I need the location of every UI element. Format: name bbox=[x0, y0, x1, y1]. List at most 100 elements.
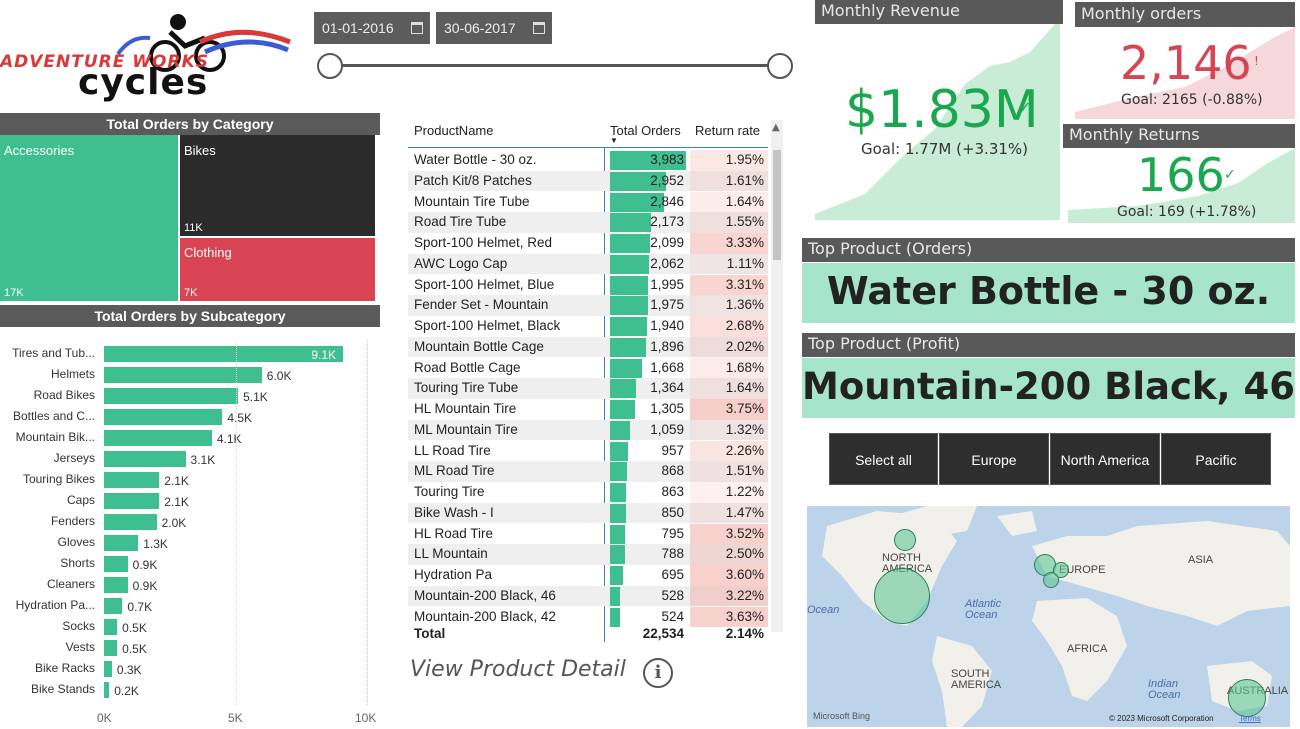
return-rate-shade bbox=[690, 606, 768, 628]
table-row[interactable]: Sport-100 Helmet, Blue 1,995 3.31% bbox=[408, 274, 768, 296]
col-header-return-rate[interactable]: Return rate bbox=[695, 123, 761, 138]
subcategory-bar[interactable] bbox=[104, 514, 157, 530]
subcategory-bar[interactable] bbox=[104, 451, 186, 467]
map-bubble-australia[interactable] bbox=[1228, 679, 1266, 717]
map-label-europe: EUROPE bbox=[1059, 564, 1106, 576]
subcategory-bar[interactable] bbox=[104, 367, 262, 383]
top-product-profit-value: Mountain-200 Black, 46 bbox=[802, 365, 1295, 408]
subcategory-bar[interactable] bbox=[104, 346, 344, 362]
subcategory-bar[interactable] bbox=[104, 682, 110, 698]
region-select-all-button[interactable]: Select all bbox=[829, 433, 938, 485]
table-row[interactable]: Mountain-200 Black, 42 524 3.63% bbox=[408, 606, 768, 628]
table-row[interactable]: Fender Set - Mountain 1,975 1.36% bbox=[408, 295, 768, 316]
table-row[interactable]: HL Road Tire 795 3.52% bbox=[408, 523, 768, 545]
orders-cell: 3,983 bbox=[650, 152, 684, 167]
table-row[interactable]: Road Tire Tube 2,173 1.55% bbox=[408, 212, 768, 233]
bar-label: Touring Bikes bbox=[22, 472, 95, 486]
subcategory-bar[interactable] bbox=[104, 388, 239, 404]
scroll-up-icon[interactable]: ▲ bbox=[772, 122, 780, 133]
table-row[interactable]: Road Bottle Cage 1,668 1.68% bbox=[408, 357, 768, 379]
map-label-south-america: SOUTH AMERICA bbox=[951, 668, 1002, 691]
subcategory-bar[interactable] bbox=[104, 472, 160, 488]
region-europe-button[interactable]: Europe bbox=[939, 433, 1049, 485]
subcategory-bar[interactable] bbox=[104, 430, 212, 446]
table-row[interactable]: ML Road Tire 868 1.51% bbox=[408, 461, 768, 482]
table-row[interactable]: ML Mountain Tire 1,059 1.32% bbox=[408, 419, 768, 441]
view-product-detail-link[interactable]: View Product Detail bbox=[410, 657, 626, 682]
check-icon: ✓ bbox=[1224, 167, 1236, 183]
map-bubble-france[interactable] bbox=[1043, 572, 1059, 588]
subcategory-bar[interactable] bbox=[104, 535, 139, 551]
orders-cell: 1,305 bbox=[650, 401, 684, 416]
orders-data-bar bbox=[610, 462, 627, 482]
region-north-america-button[interactable]: North America bbox=[1050, 433, 1160, 485]
return-rate-cell: 1.95% bbox=[725, 152, 764, 167]
table-row[interactable]: Water Bottle - 30 oz. 3,983 1.95% bbox=[408, 150, 768, 171]
table-total-row: Total 22,534 2.14% bbox=[408, 624, 768, 644]
table-row[interactable]: HL Mountain Tire 1,305 3.75% bbox=[408, 399, 768, 420]
subcategory-bar[interactable] bbox=[104, 598, 123, 614]
returns-goal: Goal: 169 (+1.78%) bbox=[1117, 204, 1257, 220]
orders-cell: 695 bbox=[661, 567, 684, 582]
start-date-input[interactable]: 01-01-2016 bbox=[314, 12, 430, 44]
subcategory-bar[interactable] bbox=[104, 409, 223, 425]
table-row[interactable]: Mountain Tire Tube 2,846 1.64% bbox=[408, 191, 768, 213]
revenue-kpi-value: $1.83M bbox=[845, 80, 1039, 140]
return-rate-shade bbox=[690, 233, 768, 254]
map-terms-link[interactable]: Terms bbox=[1239, 714, 1261, 723]
info-icon[interactable]: i bbox=[643, 658, 673, 688]
calendar-icon[interactable] bbox=[533, 22, 545, 34]
treemap-tile-accessories[interactable]: Accessories 17K bbox=[0, 135, 178, 301]
treemap-tile-bikes[interactable]: Bikes 11K bbox=[180, 135, 375, 236]
region-pacific-button[interactable]: Pacific bbox=[1161, 433, 1271, 485]
subcategory-bar[interactable] bbox=[104, 661, 112, 677]
map-bubble-canada[interactable] bbox=[894, 529, 916, 551]
table-row[interactable]: Sport-100 Helmet, Black 1,940 2.68% bbox=[408, 316, 768, 337]
date-range-start-handle[interactable] bbox=[317, 53, 343, 79]
table-row[interactable]: LL Road Tire 957 2.26% bbox=[408, 440, 768, 462]
product-name-cell: Fender Set - Mountain bbox=[414, 297, 549, 313]
bar-value-label: 0.9K bbox=[132, 579, 158, 593]
table-row[interactable]: Touring Tire 863 1.22% bbox=[408, 482, 768, 503]
bar-value-label: 0.7K bbox=[127, 600, 153, 614]
map-brand: Microsoft Bing bbox=[813, 711, 871, 721]
date-range-end-handle[interactable] bbox=[767, 53, 793, 79]
return-rate-shade bbox=[690, 212, 768, 233]
return-rate-shade bbox=[690, 253, 768, 275]
revenue-card-title: Monthly Revenue bbox=[815, 0, 1063, 24]
table-row[interactable]: Hydration Pa 695 3.60% bbox=[408, 565, 768, 586]
table-row[interactable]: Sport-100 Helmet, Red 2,099 3.33% bbox=[408, 233, 768, 254]
subcategory-bar[interactable] bbox=[104, 493, 160, 509]
table-row[interactable]: Bike Wash - I 850 1.47% bbox=[408, 502, 768, 524]
logo-line2: cycles bbox=[78, 62, 209, 103]
scroll-thumb[interactable] bbox=[773, 150, 781, 260]
table-row[interactable]: AWC Logo Cap 2,062 1.11% bbox=[408, 253, 768, 275]
table-row[interactable]: Mountain-200 Black, 46 528 3.22% bbox=[408, 585, 768, 607]
sort-desc-icon: ▼ bbox=[610, 136, 618, 145]
calendar-icon[interactable] bbox=[411, 22, 423, 34]
table-row[interactable]: Patch Kit/8 Patches 2,952 1.61% bbox=[408, 170, 768, 192]
table-row[interactable]: Mountain Bottle Cage 1,896 2.02% bbox=[408, 336, 768, 358]
end-date-input[interactable]: 30-06-2017 bbox=[436, 12, 552, 44]
product-name-cell: Road Bottle Cage bbox=[414, 359, 521, 375]
subcategory-bar[interactable] bbox=[104, 577, 128, 593]
table-row[interactable]: LL Mountain 788 2.50% bbox=[408, 544, 768, 565]
table-scrollbar[interactable]: ▲ bbox=[771, 120, 783, 632]
return-rate-shade bbox=[690, 274, 768, 296]
return-rate-cell: 1.61% bbox=[725, 172, 764, 188]
treemap-tile-clothing[interactable]: Clothing 7K bbox=[180, 238, 375, 301]
col-header-product[interactable]: ProductName bbox=[414, 123, 494, 138]
orders-map[interactable]: NORTHAMERICA EUROPE ASIA AFRICA SOUTHAME… bbox=[807, 506, 1290, 727]
orders-cell: 957 bbox=[661, 442, 684, 458]
subcategory-bar[interactable] bbox=[104, 556, 128, 572]
return-rate-cell: 2.50% bbox=[725, 546, 764, 562]
col-header-orders[interactable]: Total Orders bbox=[610, 123, 681, 138]
table-row[interactable]: Touring Tire Tube 1,364 1.64% bbox=[408, 378, 768, 399]
map-bubble-usa[interactable] bbox=[874, 568, 930, 624]
product-name-cell: ML Mountain Tire bbox=[414, 421, 518, 437]
orders-data-bar bbox=[610, 275, 649, 295]
orders-cell: 1,940 bbox=[650, 318, 684, 333]
date-range-track[interactable] bbox=[330, 64, 780, 67]
subcategory-bar[interactable] bbox=[104, 640, 118, 656]
subcategory-bar[interactable] bbox=[104, 619, 118, 635]
